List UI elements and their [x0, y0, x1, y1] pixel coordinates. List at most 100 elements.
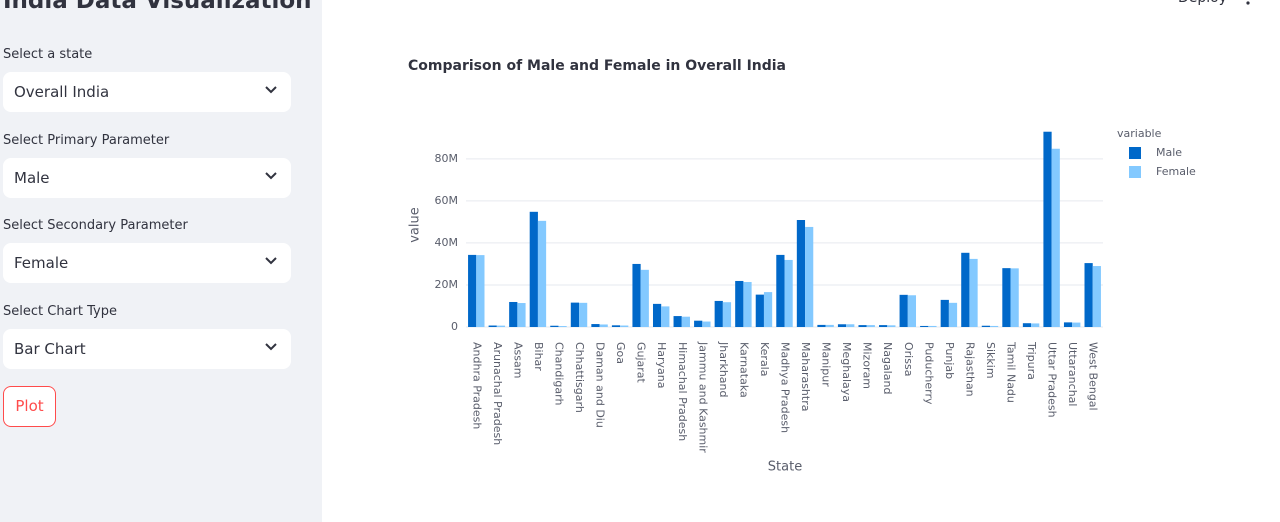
bar [784, 259, 793, 327]
bar [652, 303, 662, 327]
bar [1092, 266, 1101, 327]
bar [714, 300, 723, 327]
bar [468, 254, 477, 327]
bar [948, 302, 958, 327]
bar [509, 301, 518, 327]
chart: Comparison of Male and Female in Overall… [408, 58, 1197, 475]
x-tick-label: Puducherry [922, 342, 935, 405]
x-tick-label: Mizoram [861, 342, 874, 389]
bar [640, 269, 649, 327]
bar [743, 282, 752, 327]
bar [632, 263, 641, 327]
bar [1031, 323, 1040, 327]
bar [694, 320, 703, 327]
bar [591, 324, 600, 327]
bar [1010, 268, 1019, 327]
x-tick-label: Manipur [820, 342, 833, 387]
x-tick-label: Rajasthan [963, 342, 976, 397]
y-axis-title: value [408, 207, 423, 243]
select-label: Select Secondary Parameter [3, 218, 188, 233]
x-tick-label: Nagaland [881, 342, 894, 394]
y-tick-label: 40M [435, 236, 459, 249]
x-tick-label: Jharkhand [717, 341, 730, 398]
x-tick-label: Daman and Diu [594, 342, 607, 428]
bar [1022, 323, 1032, 327]
select-label: Select a state [3, 47, 93, 62]
bar [537, 220, 547, 327]
bar [517, 303, 526, 327]
legend-swatch [1129, 147, 1141, 159]
y-tick-label: 80M [435, 152, 459, 165]
menu-icon[interactable] [1244, 0, 1252, 8]
bar [702, 321, 711, 327]
bar [496, 325, 506, 327]
bar [907, 295, 917, 327]
legend-swatch [1129, 166, 1141, 178]
bar [796, 220, 806, 327]
bar [1051, 148, 1060, 327]
bar [899, 294, 908, 327]
x-tick-label: Sikkim [984, 342, 997, 379]
bar [1084, 263, 1093, 327]
bar [837, 324, 847, 327]
bar [570, 302, 580, 327]
legend-label: Female [1156, 165, 1196, 178]
x-tick-label: Punjab [943, 342, 956, 379]
y-tick-label: 60M [435, 194, 459, 207]
x-tick-label: Kerala [758, 342, 771, 377]
x-tick-label: Haryana [655, 342, 668, 389]
legend-label: Male [1156, 146, 1182, 159]
app-title: India Data Visualization [3, 0, 312, 14]
y-tick-label: 20M [435, 278, 459, 291]
x-tick-label: Uttar Pradesh [1046, 342, 1059, 418]
bar [817, 324, 826, 327]
x-tick-label: Tripura [1025, 341, 1038, 380]
bar [887, 325, 896, 327]
x-tick-label: Chhattisgarh [573, 342, 586, 413]
x-tick-label: Meghalaya [840, 342, 853, 402]
select-value: Overall India [14, 83, 110, 101]
x-tick-label: Jammu and Kashmir [696, 341, 709, 453]
bar [488, 325, 497, 327]
plot-button[interactable]: Plot [3, 386, 56, 427]
bar [879, 325, 888, 327]
legend-title: variable [1117, 127, 1162, 140]
bar [599, 324, 608, 327]
chevron [265, 172, 277, 180]
bar [961, 252, 970, 327]
x-tick-label: Andhra Pradesh [470, 342, 483, 429]
x-axis-title: State [768, 460, 802, 475]
x-tick-label: Tamil Nadu [1005, 341, 1018, 403]
bar [529, 211, 538, 327]
x-tick-label: West Bengal [1087, 342, 1100, 411]
bar [620, 325, 629, 327]
bar [928, 325, 937, 327]
bar [1002, 268, 1011, 327]
bar [735, 280, 744, 327]
y-tick-label: 0 [451, 320, 458, 333]
select-value: Female [14, 254, 69, 272]
select-box[interactable]: Overall India [3, 72, 291, 112]
bar [920, 325, 929, 327]
deploy-button[interactable]: Deploy [1178, 0, 1227, 6]
bar [1072, 322, 1081, 327]
x-tick-label: Goa [614, 342, 627, 364]
select-box[interactable]: Male [3, 158, 291, 198]
x-tick-label: Chandigarh [552, 342, 565, 405]
x-tick-label: Bihar [532, 342, 545, 371]
bar [611, 325, 621, 327]
select-box[interactable]: Female [3, 243, 291, 283]
chevron [265, 86, 277, 94]
bar [969, 258, 978, 327]
x-tick-label: Karnataka [737, 342, 750, 398]
bar [673, 316, 682, 327]
bar [558, 326, 567, 327]
x-tick-label: Madhya Pradesh [779, 342, 792, 433]
bar [681, 316, 690, 327]
x-tick-label: Assam [511, 342, 524, 378]
bar [858, 325, 867, 327]
select-value: Bar Chart [14, 340, 86, 358]
bar [661, 306, 670, 327]
select-box[interactable]: Bar Chart [3, 329, 291, 369]
